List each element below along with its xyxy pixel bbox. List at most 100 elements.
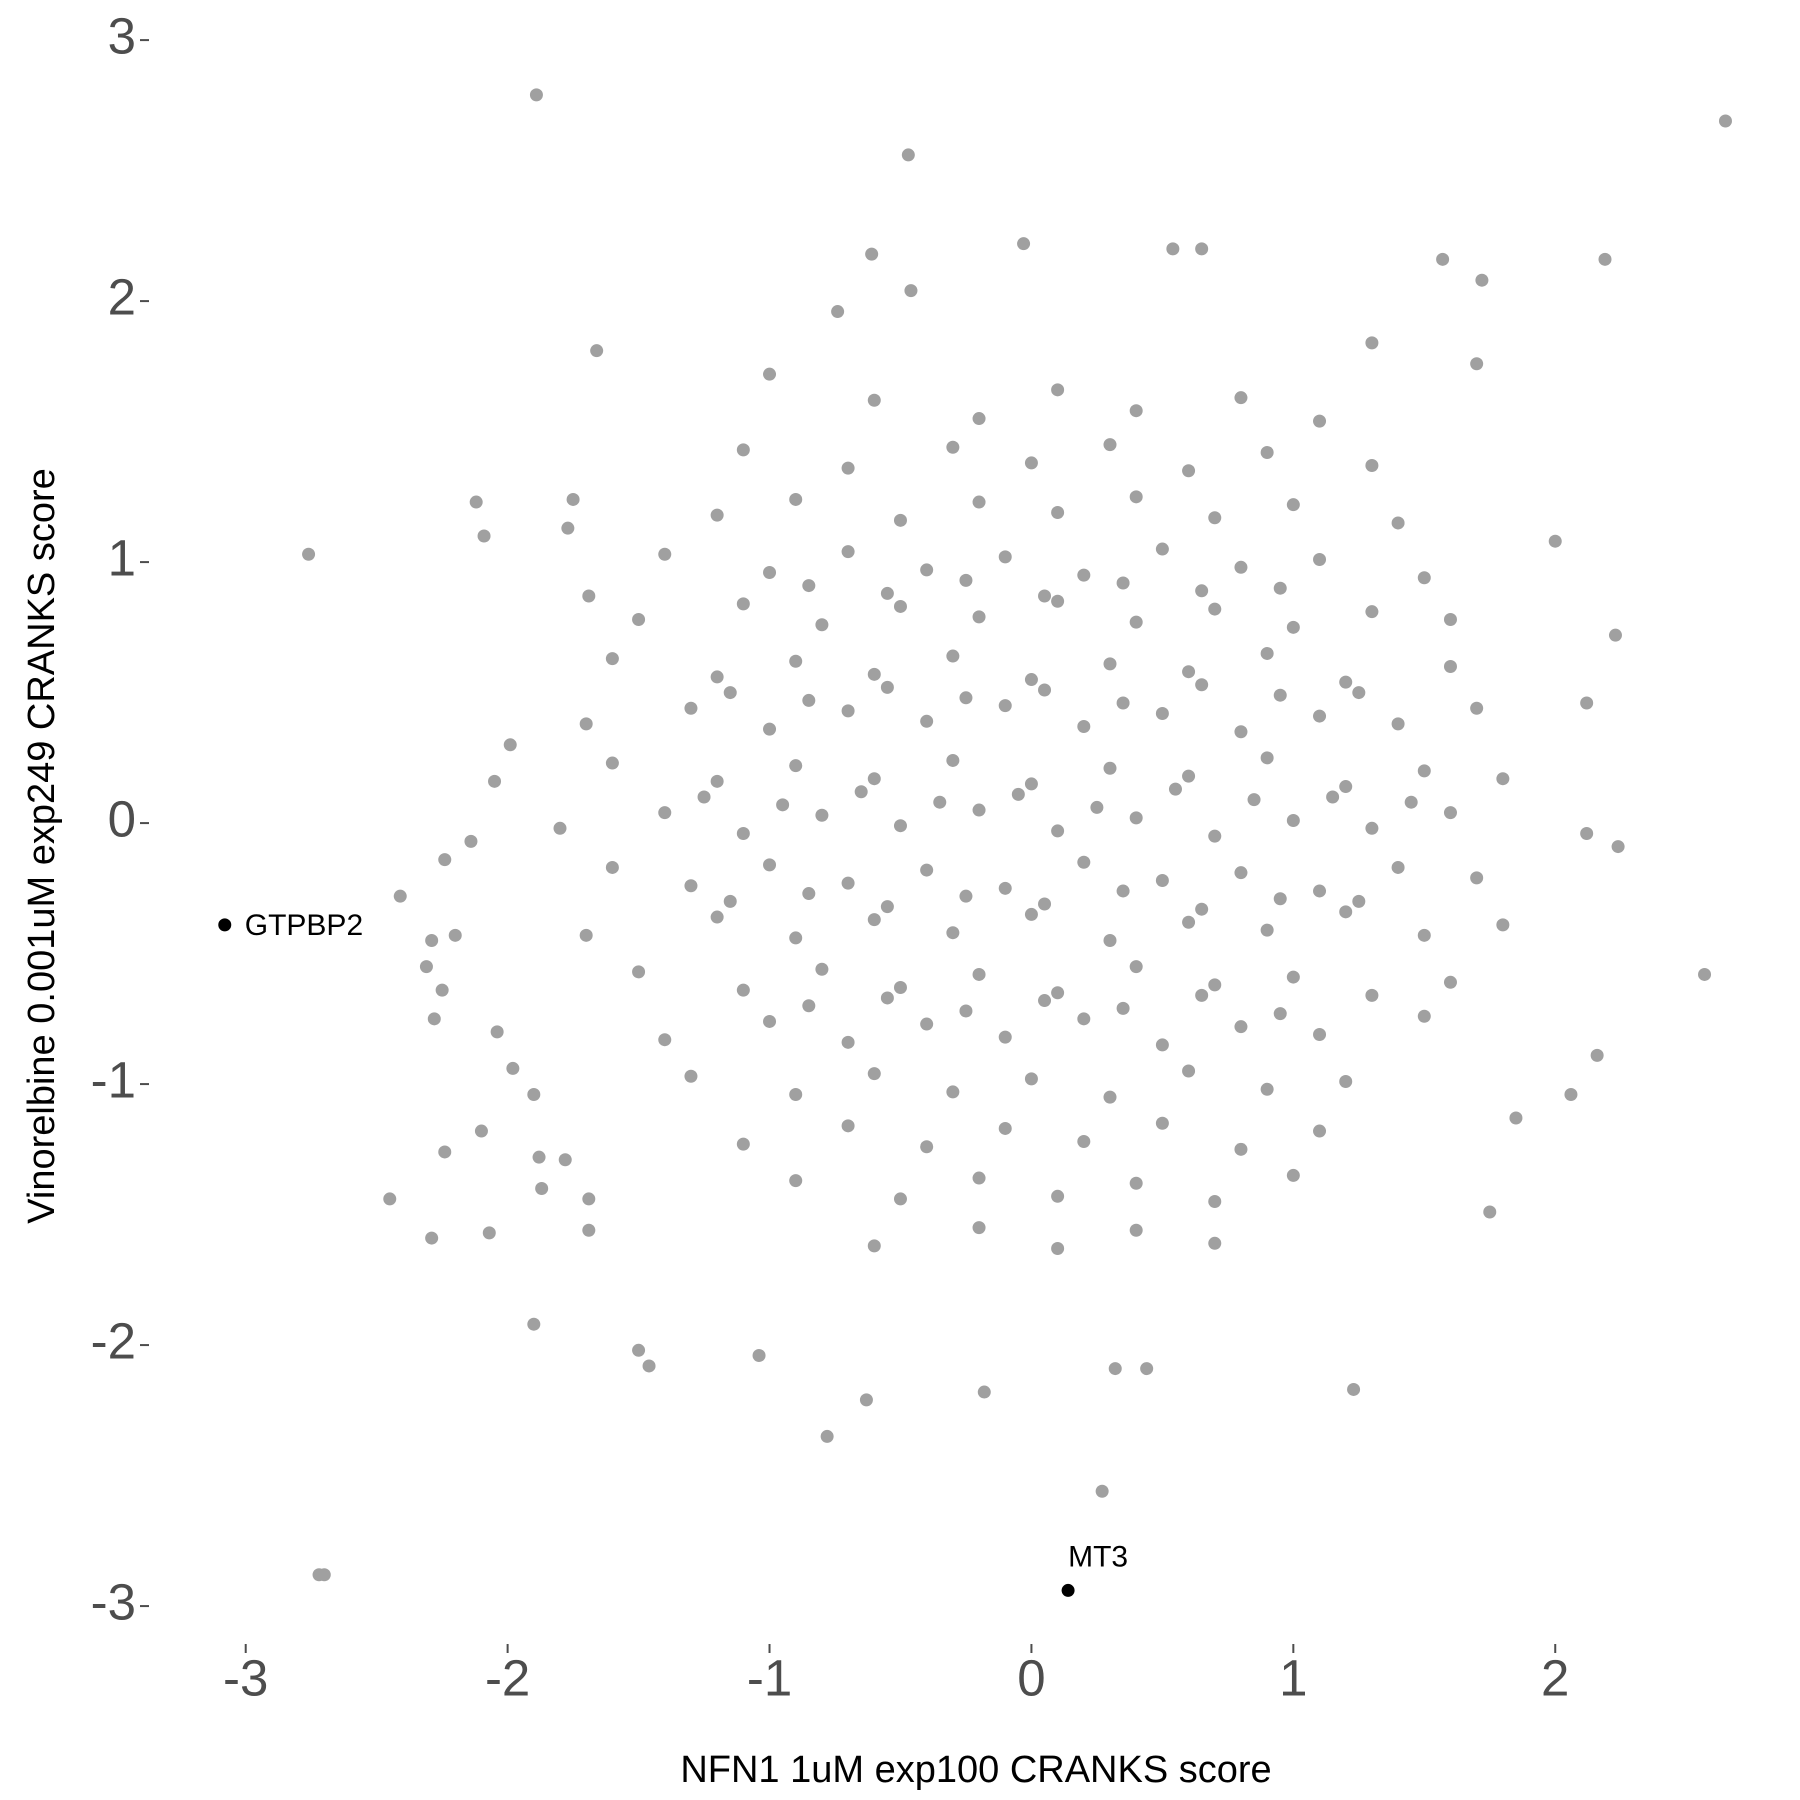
point [488, 774, 502, 788]
point [802, 887, 816, 901]
highlight-point [1061, 1583, 1075, 1597]
point [789, 654, 803, 668]
point [865, 247, 879, 261]
point [1077, 855, 1091, 869]
point [1051, 1242, 1065, 1256]
point [815, 808, 829, 822]
point [1365, 336, 1379, 350]
point [1234, 560, 1248, 574]
point [561, 521, 575, 535]
point [1011, 787, 1025, 801]
point [880, 586, 894, 600]
point [590, 344, 604, 358]
point [831, 305, 845, 319]
point [1208, 511, 1222, 525]
point [1129, 615, 1143, 629]
point [802, 693, 816, 707]
point [736, 983, 750, 997]
point [1182, 769, 1196, 783]
point [503, 738, 517, 752]
point [393, 889, 407, 903]
y-axis-title: Vinorelbine 0.001uM exp249 CRANKS score [21, 468, 63, 1224]
point [658, 547, 672, 561]
point [1129, 1176, 1143, 1190]
point [527, 1088, 541, 1102]
point [789, 931, 803, 945]
point [893, 981, 907, 995]
point [1024, 456, 1038, 470]
point [1260, 646, 1274, 660]
point [802, 999, 816, 1013]
point [464, 834, 478, 848]
point-label: GTPBP2 [245, 909, 363, 942]
point [435, 983, 449, 997]
point [1234, 1142, 1248, 1156]
point [1234, 725, 1248, 739]
point [710, 910, 724, 924]
point [1195, 242, 1209, 256]
point [1313, 1124, 1327, 1138]
point [920, 863, 934, 877]
point [959, 1004, 973, 1018]
point [582, 1223, 596, 1237]
point [490, 1025, 504, 1039]
point [867, 393, 881, 407]
point [532, 1150, 546, 1164]
point [1155, 1116, 1169, 1130]
point [1313, 884, 1327, 898]
point [1391, 717, 1405, 731]
point [841, 1119, 855, 1133]
point [477, 529, 491, 543]
point [1095, 1484, 1109, 1498]
point [880, 900, 894, 914]
point [1208, 1236, 1222, 1250]
point [1024, 907, 1038, 921]
point [763, 858, 777, 872]
point [1116, 576, 1130, 590]
point [1166, 242, 1180, 256]
point [959, 691, 973, 705]
point [977, 1385, 991, 1399]
point [893, 599, 907, 613]
point [1155, 1038, 1169, 1052]
point [1417, 571, 1431, 585]
point [582, 589, 596, 603]
point [605, 860, 619, 874]
point [1580, 696, 1594, 710]
point [867, 913, 881, 927]
point-label: MT3 [1068, 1540, 1128, 1573]
point [946, 649, 960, 663]
point [776, 798, 790, 812]
point [841, 876, 855, 890]
point [1195, 584, 1209, 598]
point [535, 1181, 549, 1195]
point [1365, 988, 1379, 1002]
point [1273, 892, 1287, 906]
point [1313, 414, 1327, 428]
point [1051, 383, 1065, 397]
point [946, 1085, 960, 1099]
point [697, 790, 711, 804]
point [1103, 1090, 1117, 1104]
point [867, 1239, 881, 1253]
point [527, 1317, 541, 1331]
point [1286, 498, 1300, 512]
point [1273, 581, 1287, 595]
point [1417, 1009, 1431, 1023]
point [998, 1121, 1012, 1135]
point [1077, 1012, 1091, 1026]
point [1496, 918, 1510, 932]
point [802, 579, 816, 593]
point [632, 613, 646, 627]
point [710, 508, 724, 522]
point [1564, 1088, 1578, 1102]
point [763, 722, 777, 736]
point [1286, 970, 1300, 984]
point [1391, 860, 1405, 874]
y-tick-label: 3 [108, 8, 136, 65]
point [1598, 252, 1612, 266]
point [658, 806, 672, 820]
point [723, 686, 737, 700]
point [920, 1017, 934, 1031]
